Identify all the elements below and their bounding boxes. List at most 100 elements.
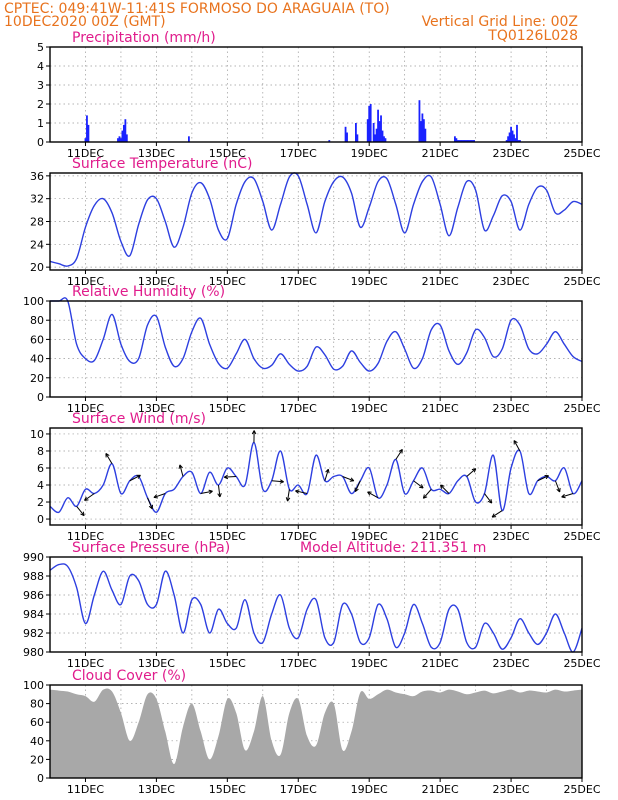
precip-bar (420, 121, 422, 142)
precip-bar (467, 140, 470, 142)
precip-bar (84, 138, 87, 142)
wind-arrow (153, 493, 166, 499)
precip-bar (511, 130, 514, 142)
panel0-ytick-label: 4 (37, 60, 44, 73)
xtick-11dec: 11DEC (67, 275, 104, 288)
precip-bar (468, 140, 471, 142)
panel0-ytick-label: 1 (37, 117, 44, 130)
xtick-23dec: 23DEC (493, 147, 530, 160)
wind-arrow (342, 476, 355, 482)
xtick-15dec: 15DEC (209, 275, 246, 288)
precip-bar (378, 121, 381, 142)
xtick-15dec: 15DEC (209, 783, 246, 796)
wind-arrow (513, 440, 521, 452)
panel3-ytick-label: 0 (37, 513, 44, 526)
temperature-line (49, 172, 583, 267)
precip-bar (368, 105, 371, 142)
xtick-21dec: 21DEC (422, 783, 459, 796)
xtick-17dec: 17DEC (280, 530, 317, 543)
panel3-ytick-label: 4 (37, 479, 44, 492)
precip-bar (377, 109, 379, 142)
xtick-19dec: 19DEC (351, 147, 388, 160)
panel4-ytick-label: 988 (23, 570, 44, 583)
panel3-ytick-label: 6 (37, 462, 44, 475)
precip-bar (421, 113, 424, 142)
panel3-frame (49, 427, 583, 526)
panel0-ytick-label: 2 (37, 98, 44, 111)
wind-arrow (105, 453, 113, 464)
panel0-ytick-label: 3 (37, 79, 44, 92)
xtick-19dec: 19DEC (351, 402, 388, 415)
xtick-21dec: 21DEC (422, 657, 459, 670)
panel4-ytick-label: 984 (23, 608, 44, 621)
panel4-frame (49, 556, 583, 653)
xtick-15dec: 15DEC (209, 402, 246, 415)
panel5-ytick-label: 100 (23, 679, 44, 692)
xtick-19dec: 19DEC (351, 657, 388, 670)
panel3-ytick-label: 2 (37, 496, 44, 509)
xtick-11dec: 11DEC (67, 402, 104, 415)
precip-bar (369, 104, 372, 142)
precip-bar (505, 140, 508, 142)
precip-bar (465, 140, 468, 142)
xtick-17dec: 17DEC (280, 147, 317, 160)
wind-arrow (554, 480, 561, 493)
xtick-21dec: 21DEC (422, 530, 459, 543)
panel1-ytick-label: 32 (30, 193, 44, 206)
xtick-17dec: 17DEC (280, 275, 317, 288)
panel0-ytick-label: 0 (37, 136, 44, 149)
xtick-15dec: 15DEC (209, 147, 246, 160)
precip-bar (462, 140, 465, 142)
precip-bar (508, 132, 511, 142)
panel4-ytick-label: 980 (23, 646, 44, 659)
panel5-ytick-label: 20 (30, 753, 44, 766)
xtick-11dec: 11DEC (67, 147, 104, 160)
panel1-ytick-label: 28 (30, 216, 44, 229)
header-location: CPTEC: 049:41W-11:41S FORMOSO DO ARAGUAI… (4, 1, 390, 17)
panel5-ytick-label: 0 (37, 772, 44, 785)
precip-bar (87, 124, 90, 142)
wind-arrow (84, 493, 95, 501)
precip-bar (118, 136, 121, 142)
wind-arrow (324, 468, 330, 481)
xtick-25dec: 25DEC (563, 147, 600, 160)
panel3-ytick-label: 8 (37, 445, 44, 458)
xtick-19dec: 19DEC (351, 530, 388, 543)
xtick-13dec: 13DEC (138, 402, 175, 415)
xtick-11dec: 11DEC (67, 530, 104, 543)
xtick-13dec: 13DEC (138, 530, 175, 543)
wind-arrow (200, 489, 213, 495)
wind-arrow (223, 474, 237, 480)
panel0-frame (49, 46, 583, 143)
precip-bar (383, 136, 385, 142)
cloud-cover-panel: Cloud Cover (%) 0 20 40 60 80 100 11DEC 13DEC 15… (23, 668, 601, 796)
xtick-13dec: 13DEC (138, 275, 175, 288)
precip-bar (456, 140, 459, 142)
xtick-25dec: 25DEC (563, 657, 600, 670)
precip-bar (470, 140, 473, 142)
precip-bar (454, 136, 456, 142)
panel0-ytick-label: 5 (37, 41, 44, 54)
panel4-ytick-label: 990 (23, 551, 44, 564)
precip-bar (513, 134, 515, 142)
precip-bar (366, 119, 369, 142)
precip-bar (510, 126, 512, 142)
wind-arrow (413, 480, 424, 489)
xtick-11dec: 11DEC (67, 657, 104, 670)
panel5-frame (49, 684, 583, 779)
panel4-ytick-label: 986 (23, 589, 44, 602)
precip-bar (122, 124, 125, 142)
precip-bar (471, 140, 474, 142)
precip-bar (86, 115, 88, 142)
xtick-23dec: 23DEC (493, 783, 530, 796)
precip-bar (374, 134, 377, 142)
wind-arrow (395, 448, 403, 460)
wind-arrow (561, 493, 574, 499)
xtick-25dec: 25DEC (563, 402, 600, 415)
precip-bar (328, 140, 331, 142)
panel2-ytick-label: 20 (30, 372, 44, 385)
wind-title: Surface Wind (m/s) (72, 411, 206, 427)
precip-bar (516, 124, 518, 142)
precip-bar (384, 138, 387, 142)
pressure-panel: Surface Pressure (hPa) Model Altitude: 2… (23, 540, 601, 670)
